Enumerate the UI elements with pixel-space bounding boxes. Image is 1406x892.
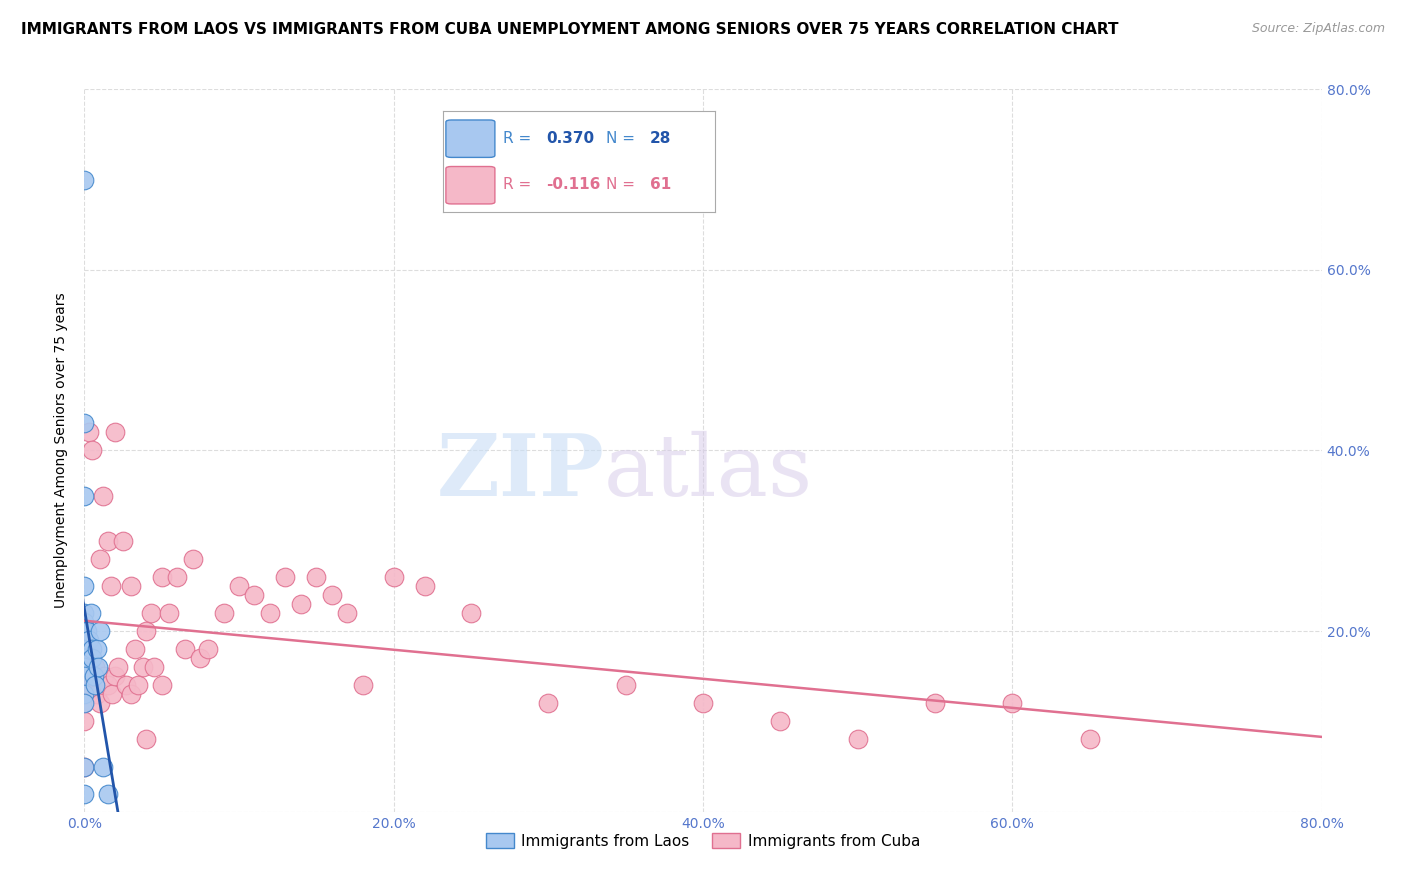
Point	[132, 660, 155, 674]
Point	[73, 660, 96, 674]
Point	[460, 606, 482, 620]
Point	[107, 660, 129, 674]
Point	[73, 489, 96, 503]
Point	[96, 787, 118, 801]
Point	[96, 533, 118, 548]
Point	[135, 732, 157, 747]
Point	[82, 669, 104, 683]
Point	[73, 787, 96, 801]
Point	[77, 633, 100, 648]
Point	[76, 624, 98, 639]
Point	[212, 606, 235, 620]
Point	[243, 588, 266, 602]
Point	[73, 678, 96, 692]
Text: IMMIGRANTS FROM LAOS VS IMMIGRANTS FROM CUBA UNEMPLOYMENT AMONG SENIORS OVER 75 : IMMIGRANTS FROM LAOS VS IMMIGRANTS FROM …	[21, 22, 1119, 37]
Point	[104, 669, 127, 683]
Point	[181, 551, 204, 566]
Point	[290, 597, 312, 611]
Point	[83, 669, 105, 683]
Point	[143, 660, 166, 674]
Point	[124, 642, 146, 657]
Point	[73, 759, 96, 773]
Point	[101, 687, 124, 701]
Text: Source: ZipAtlas.com: Source: ZipAtlas.com	[1251, 22, 1385, 36]
Point	[139, 606, 162, 620]
Point	[86, 687, 108, 701]
Point	[73, 697, 96, 711]
Point	[91, 489, 114, 503]
Point	[73, 579, 96, 593]
Point	[73, 642, 96, 657]
Point	[73, 687, 96, 701]
Point	[197, 642, 219, 657]
Point	[73, 759, 96, 773]
Point	[73, 606, 96, 620]
Point	[89, 697, 111, 711]
Point	[86, 642, 108, 657]
Point	[77, 425, 100, 440]
Text: atlas: atlas	[605, 431, 813, 514]
Point	[120, 579, 142, 593]
Point	[150, 570, 173, 584]
Point	[73, 669, 96, 683]
Point	[73, 687, 96, 701]
Y-axis label: Unemployment Among Seniors over 75 years: Unemployment Among Seniors over 75 years	[55, 293, 69, 608]
Point	[89, 624, 111, 639]
Point	[73, 624, 96, 639]
Point	[115, 678, 138, 692]
Point	[166, 570, 188, 584]
Point	[73, 714, 96, 729]
Point	[93, 669, 115, 683]
Point	[84, 660, 107, 674]
Point	[382, 570, 405, 584]
Point	[336, 606, 359, 620]
Point	[537, 697, 560, 711]
Point	[274, 570, 297, 584]
Point	[73, 651, 96, 665]
Point	[73, 697, 96, 711]
Point	[73, 172, 96, 186]
Point	[73, 624, 96, 639]
Point	[120, 687, 142, 701]
Point	[321, 588, 343, 602]
Point	[159, 606, 180, 620]
Point	[100, 579, 122, 593]
Point	[692, 697, 714, 711]
Point	[1078, 732, 1101, 747]
Legend: Immigrants from Laos, Immigrants from Cuba: Immigrants from Laos, Immigrants from Cu…	[479, 827, 927, 855]
Point	[150, 678, 173, 692]
Point	[79, 606, 101, 620]
Point	[924, 697, 946, 711]
Point	[1001, 697, 1024, 711]
Point	[82, 443, 104, 458]
Point	[413, 579, 436, 593]
Point	[84, 678, 107, 692]
Point	[305, 570, 328, 584]
Point	[91, 759, 114, 773]
Point	[228, 579, 250, 593]
Point	[188, 651, 211, 665]
Point	[769, 714, 792, 729]
Point	[846, 732, 869, 747]
Point	[352, 678, 374, 692]
Point	[112, 533, 135, 548]
Point	[127, 678, 149, 692]
Point	[174, 642, 197, 657]
Text: ZIP: ZIP	[436, 430, 605, 514]
Point	[89, 551, 111, 566]
Point	[104, 425, 127, 440]
Point	[96, 678, 118, 692]
Point	[259, 606, 281, 620]
Point	[82, 651, 104, 665]
Point	[82, 642, 104, 657]
Point	[73, 417, 96, 431]
Point	[87, 660, 110, 674]
Point	[135, 624, 157, 639]
Point	[614, 678, 637, 692]
Point	[73, 615, 96, 629]
